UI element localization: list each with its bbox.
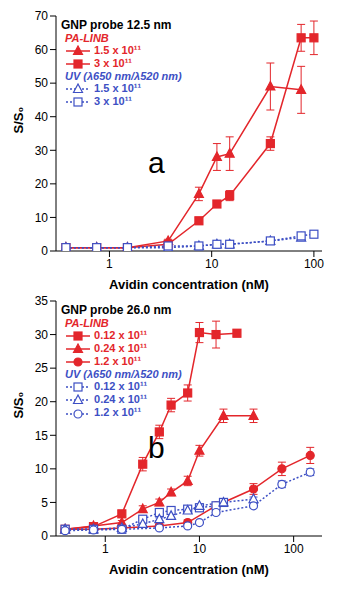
- html-text:b: b: [148, 431, 165, 464]
- html-text:1.5 x 10¹¹: 1.5 x 10¹¹: [94, 82, 142, 95]
- svg-text:100: 100: [284, 542, 304, 556]
- svg-text:5: 5: [41, 496, 48, 510]
- html-text:0.24 x 10¹¹: 0.24 x 10¹¹: [94, 393, 148, 406]
- svg-text:70: 70: [35, 9, 49, 23]
- svg-text:50: 50: [35, 76, 49, 90]
- html-text:GNP probe 26.0 nm: GNP probe 26.0 nm: [61, 303, 172, 317]
- html-text:UV (λ650 nm/λ520 nm): UV (λ650 nm/λ520 nm): [65, 368, 182, 381]
- svg-text:Avidin concentration (nM): Avidin concentration (nM): [109, 562, 269, 577]
- html-text:0.12 x 10¹¹: 0.12 x 10¹¹: [94, 329, 148, 341]
- svg-text:Avidin concentration (nM): Avidin concentration (nM): [109, 277, 269, 292]
- svg-text:10: 10: [193, 542, 207, 556]
- html-text:0.24 x 10¹¹: 0.24 x 10¹¹: [94, 342, 148, 355]
- html-text:0.12 x 10¹¹: 0.12 x 10¹¹: [94, 380, 148, 393]
- html-text:3 x 10¹¹: 3 x 10¹¹: [94, 57, 132, 70]
- svg-text:25: 25: [35, 361, 49, 375]
- svg-text:20: 20: [35, 177, 49, 191]
- html-text:PA-LINB: PA-LINB: [65, 32, 109, 44]
- html-text:3 x 10¹¹: 3 x 10¹¹: [94, 95, 132, 108]
- svg-text:20: 20: [35, 395, 49, 409]
- svg-text:100: 100: [304, 257, 324, 271]
- svg-text:S/S₀: S/S₀: [11, 392, 26, 419]
- svg-text:15: 15: [35, 429, 49, 443]
- html-text:a: a: [148, 146, 165, 179]
- html-text:1.2 x 10¹¹: 1.2 x 10¹¹: [94, 355, 142, 368]
- html-text:1.5 x 10¹¹: 1.5 x 10¹¹: [94, 44, 142, 56]
- svg-text:10: 10: [205, 257, 219, 271]
- html-text:GNP probe 12.5 nm: GNP probe 12.5 nm: [61, 18, 172, 32]
- svg-text:S/S₀: S/S₀: [11, 107, 26, 134]
- html-text:PA-LINB: PA-LINB: [65, 317, 109, 329]
- svg-text:1: 1: [106, 257, 113, 271]
- svg-text:60: 60: [35, 43, 49, 57]
- svg-text:0: 0: [41, 529, 48, 543]
- svg-text:30: 30: [35, 328, 49, 342]
- svg-text:40: 40: [35, 110, 49, 124]
- html-text:1.2 x 10¹¹: 1.2 x 10¹¹: [94, 406, 142, 419]
- svg-text:10: 10: [35, 211, 49, 225]
- svg-text:35: 35: [35, 294, 49, 308]
- svg-text:30: 30: [35, 144, 49, 158]
- svg-text:10: 10: [35, 462, 49, 476]
- html-text:UV (λ650 nm/λ520 nm): UV (λ650 nm/λ520 nm): [65, 70, 182, 83]
- svg-text:0: 0: [41, 244, 48, 258]
- svg-text:1: 1: [102, 542, 109, 556]
